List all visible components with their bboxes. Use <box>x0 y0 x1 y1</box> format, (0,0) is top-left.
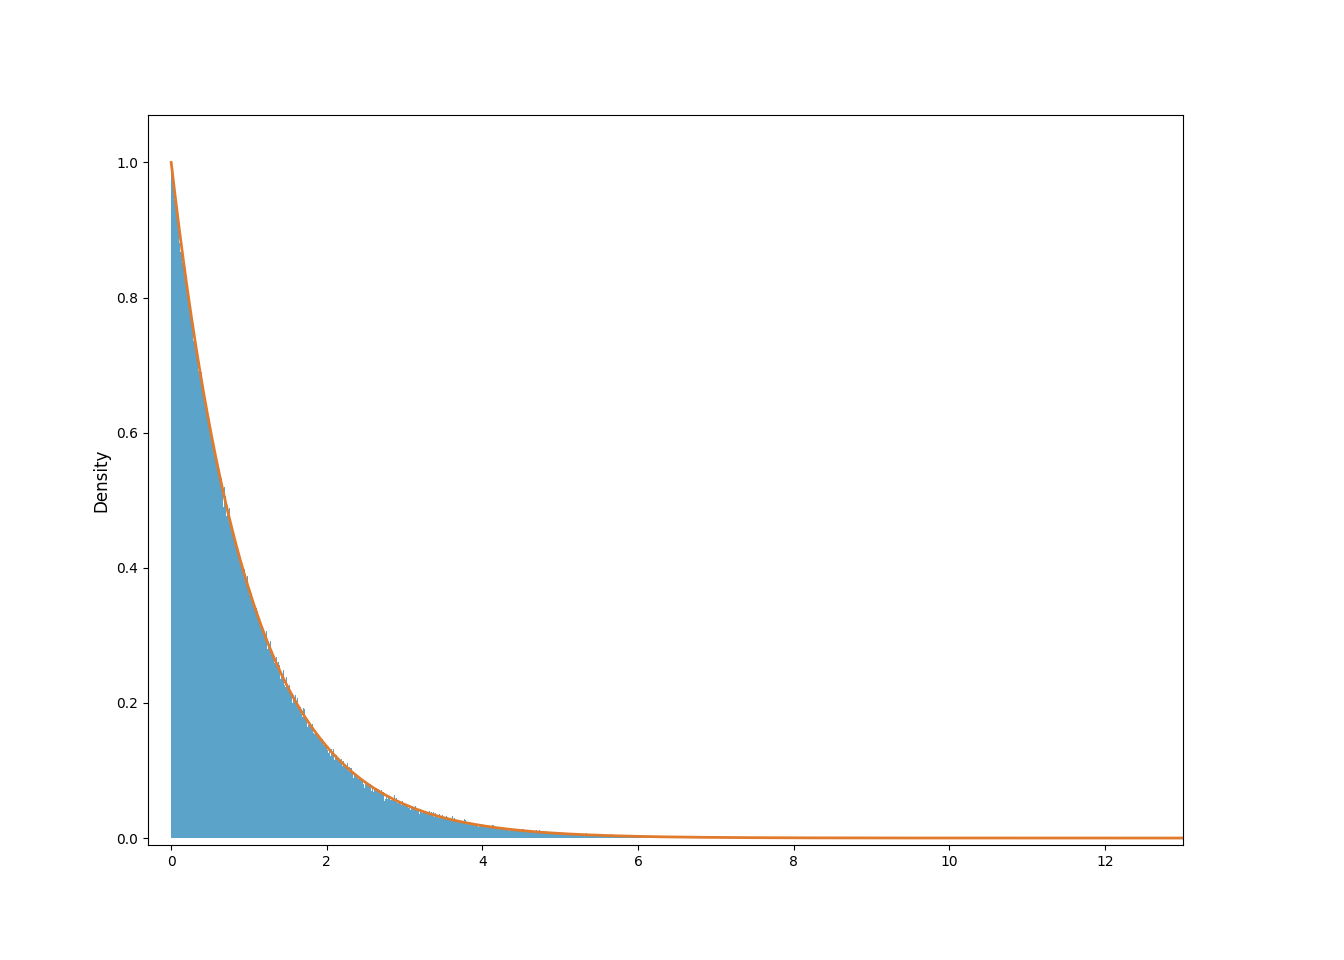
Y-axis label: Density: Density <box>93 448 110 512</box>
